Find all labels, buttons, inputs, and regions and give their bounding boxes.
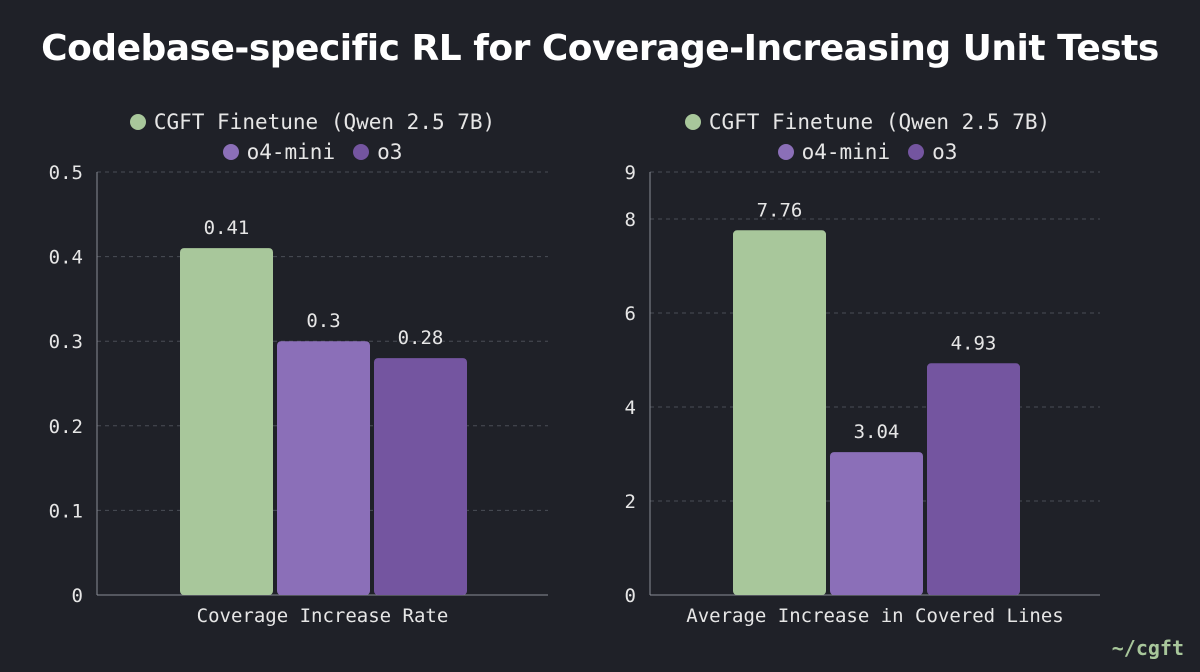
legend-swatch-cgft <box>129 114 146 130</box>
bar-right-0 <box>733 230 826 595</box>
bar-right-1 <box>830 452 923 595</box>
legend-swatch-o4mini-right <box>777 144 794 160</box>
bar-label-left-1: 0.3 <box>306 310 340 332</box>
bar-left-2 <box>374 358 467 595</box>
legend-item-o3-right: o3 <box>908 140 957 164</box>
legend-item-o4mini-right: o4-mini <box>777 140 891 164</box>
legend-item-cgft-right: CGFT Finetune (Qwen 2.5 7B) <box>684 110 1051 134</box>
y-tick-label-right-1: 2 <box>625 491 636 513</box>
legend-label-o3-right: o3 <box>932 140 958 164</box>
bar-label-right-0: 7.76 <box>757 199 803 221</box>
x-axis-label-right: Average Increase in Covered Lines <box>686 605 1064 627</box>
bar-left-0 <box>180 248 273 595</box>
x-axis-label-left: Coverage Increase Rate <box>197 605 449 627</box>
chart-title: Codebase-specific RL for Coverage-Increa… <box>41 28 1159 69</box>
y-tick-label-left-2: 0.2 <box>49 416 83 438</box>
legend-item-cgft: CGFT Finetune (Qwen 2.5 7B) <box>129 110 496 134</box>
legend-label-o3: o3 <box>377 140 403 164</box>
bar-label-left-2: 0.28 <box>398 327 444 349</box>
legend-item-o3: o3 <box>353 140 402 164</box>
legend-swatch-o3-right <box>908 144 925 160</box>
y-tick-label-right-5: 9 <box>625 162 636 184</box>
y-tick-label-right-2: 4 <box>625 397 636 419</box>
brand-logo: ~/cgft <box>1111 636 1184 660</box>
legend-item-o4mini: o4-mini <box>222 140 336 164</box>
bar-label-right-1: 3.04 <box>854 421 900 443</box>
legend-swatch-o4mini <box>222 144 239 160</box>
legend-left-row2: o4-mini o3 <box>0 140 625 164</box>
y-tick-label-left-4: 0.4 <box>49 247 83 269</box>
legend-right-row1: CGFT Finetune (Qwen 2.5 7B) <box>600 110 1135 134</box>
y-tick-label-right-0: 0 <box>625 585 636 607</box>
bar-right-2 <box>927 363 1020 595</box>
bar-label-left-0: 0.41 <box>204 217 250 239</box>
y-tick-label-left-5: 0.5 <box>49 162 83 184</box>
legend-label-o4mini-right: o4-mini <box>801 140 891 164</box>
y-tick-label-left-1: 0.1 <box>49 500 83 522</box>
y-tick-label-left-0: 0 <box>72 585 83 607</box>
legend-left-row1: CGFT Finetune (Qwen 2.5 7B) <box>0 110 625 134</box>
legend-right-row2: o4-mini o3 <box>600 140 1135 164</box>
legend-label-o4mini: o4-mini <box>246 140 336 164</box>
bar-label-right-2: 4.93 <box>951 332 997 354</box>
legend-swatch-cgft-right <box>684 114 701 130</box>
legend-label-cgft-right: CGFT Finetune (Qwen 2.5 7B) <box>708 110 1051 134</box>
y-tick-label-right-4: 8 <box>625 209 636 231</box>
legend-swatch-o3 <box>353 144 370 160</box>
bar-left-1 <box>277 341 370 595</box>
y-tick-label-left-3: 0.3 <box>49 331 83 353</box>
legend-label-cgft: CGFT Finetune (Qwen 2.5 7B) <box>153 110 496 134</box>
y-tick-label-right-3: 6 <box>625 303 636 325</box>
